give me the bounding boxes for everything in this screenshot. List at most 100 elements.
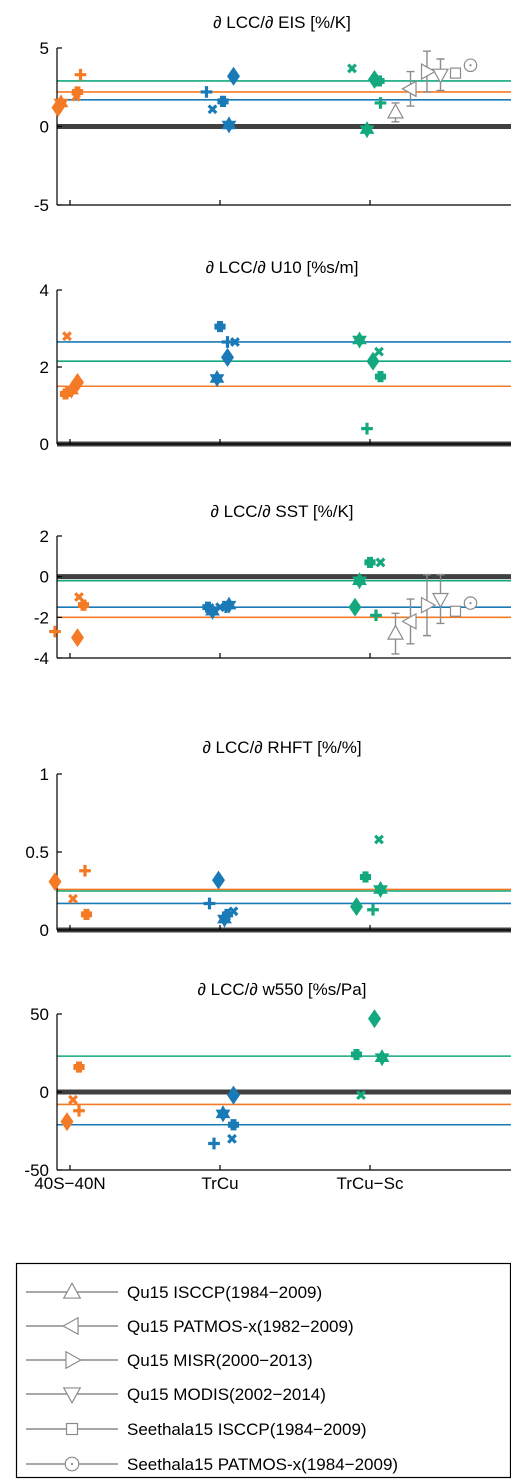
data-point-x [74, 592, 84, 602]
y-tick-label: 2 [40, 358, 49, 377]
data-point-hexagram [374, 1049, 390, 1067]
data-point-diamond [60, 1112, 74, 1132]
legend-label: Qu15 ISCCP(1984−2009) [127, 1283, 322, 1302]
data-point-x [68, 1094, 78, 1105]
y-tick-label: 5 [40, 39, 49, 58]
data-point-hexagram [209, 370, 225, 388]
data-point-plus [73, 1104, 85, 1117]
legend-item: Qu15 MODIS(2002−2014) [26, 1385, 326, 1405]
obs-marker-tri-right [420, 63, 437, 81]
data-point-hexagram [64, 381, 79, 399]
data-point-plus [367, 903, 379, 916]
data-point-plus-bold [214, 320, 226, 333]
data-point-plus [374, 97, 387, 109]
data-point-x [215, 602, 225, 613]
data-point-plus-bold [71, 86, 84, 98]
obs-marker-tri-right [420, 596, 437, 614]
y-tick-label: -5 [34, 196, 49, 215]
data-point-plus [221, 336, 234, 348]
y-tick-label: 2 [40, 527, 49, 546]
obs-marker-tri-up [386, 624, 405, 640]
y-tick-label: 4 [40, 281, 49, 300]
y-tick-label: 0 [40, 568, 49, 587]
data-point-diamond [368, 1009, 381, 1029]
data-point-diamond [227, 66, 240, 86]
legend-item: Seethala15 PATMOS-x(1984−2009) [26, 1455, 398, 1474]
panel-title: ∂ LCC/∂ RHFT [%/%] [202, 738, 361, 757]
data-point-plus [200, 86, 213, 98]
data-point-plus-bold [359, 871, 372, 883]
data-point-diamond [51, 98, 65, 118]
data-point-diamond [212, 870, 225, 890]
x-tick-label: 40S−40N [34, 1174, 105, 1193]
data-point-diamond [71, 628, 84, 648]
data-point-hexagram [221, 116, 237, 134]
y-tick-label: 0 [40, 921, 49, 940]
legend-item: Qu15 MISR(2000−2013) [26, 1350, 313, 1370]
circle-icon [64, 1456, 80, 1472]
data-point-x [374, 834, 384, 845]
obs-marker-tri-down [431, 592, 450, 609]
obs-marker-tri-down [431, 68, 450, 84]
data-point-hexagram [221, 596, 237, 614]
data-point-x [374, 346, 384, 357]
y-tick-label: 0.5 [25, 843, 49, 862]
data-point-x [227, 1133, 237, 1144]
data-point-hexagram [359, 121, 375, 139]
panel-4: ∂ LCC/∂ RHFT [%/%] 1 0.5 0 [25, 738, 511, 940]
data-point-plus [370, 609, 382, 622]
legend-frame [15, 1262, 511, 1479]
panel-title: ∂ LCC/∂ U10 [%s/m] [206, 258, 359, 277]
x-tick-label: TrCu [201, 1174, 238, 1193]
y-tick-label: 0 [40, 118, 49, 137]
y-tick-label: 0 [40, 1083, 49, 1102]
y-tick-label: 0 [40, 435, 49, 454]
data-point-x [230, 337, 240, 347]
data-point-diamond [227, 1085, 240, 1105]
data-point-plus-bold [217, 95, 229, 107]
tri-up-icon [62, 1281, 82, 1299]
obs-marker-circle [463, 596, 478, 610]
x-tick-label: TrCu−Sc [337, 1174, 404, 1193]
y-tick-label: 1 [40, 765, 49, 784]
data-point-x [68, 893, 78, 904]
data-point-plus [79, 864, 91, 877]
data-point-hexagram [53, 94, 69, 112]
legend-item: Seethala15 ISCCP(1984−2009) [26, 1420, 367, 1439]
panel-title: ∂ LCC/∂ EIS [%/K] [213, 13, 351, 32]
legend: Qu15 ISCCP(1984−2009) Qu15 PATMOS-x(1982−… [15, 1262, 511, 1479]
data-point-x [207, 104, 218, 115]
data-point-plus-bold [77, 599, 90, 611]
obs-marker-square [449, 67, 462, 79]
data-point-plus-bold [364, 556, 376, 569]
legend-label: Qu15 MODIS(2002−2014) [127, 1385, 326, 1404]
data-point-plus-bold [73, 1061, 85, 1073]
data-point-plus-bold [227, 1119, 240, 1131]
panel-title: ∂ LCC/∂ SST [%/K] [210, 502, 353, 521]
data-point-x [62, 331, 72, 342]
data-point-plus [361, 422, 373, 435]
obs-marker-square [449, 605, 462, 617]
data-point-diamond [221, 347, 234, 367]
data-point-hexagram [215, 1105, 231, 1123]
data-point-plus [74, 68, 87, 81]
tri-down-icon [62, 1387, 82, 1405]
obs-marker-circle [463, 58, 478, 73]
data-point-plus-bold [374, 371, 387, 383]
tri-left-icon [61, 1316, 79, 1336]
data-point-x [228, 906, 239, 917]
panel-5: ∂ LCC/∂ w550 [%s/Pa] 50 0 -50 [24, 980, 511, 1180]
legend-label: Seethala15 ISCCP(1984−2009) [127, 1420, 367, 1439]
panel-title: ∂ LCC/∂ w550 [%s/Pa] [198, 980, 367, 999]
legend-item: Qu15 PATMOS-x(1982−2009) [26, 1316, 354, 1336]
x-tick-labels: 40S−40N TrCu TrCu−Sc [34, 1174, 404, 1193]
data-point-plus [203, 897, 216, 910]
y-tick-label: 50 [30, 1005, 49, 1024]
y-tick-label: -50 [24, 1161, 49, 1180]
legend-label: Qu15 MISR(2000−2013) [127, 1351, 313, 1370]
panel-3: ∂ LCC/∂ SST [%/K] 2 0 -2 -4 [34, 502, 511, 668]
data-point-diamond [48, 872, 62, 892]
legend-label: Seethala15 PATMOS-x(1984−2009) [127, 1455, 398, 1474]
data-point-hexagram [352, 572, 367, 590]
legend-label: Qu15 PATMOS-x(1982−2009) [127, 1317, 354, 1336]
